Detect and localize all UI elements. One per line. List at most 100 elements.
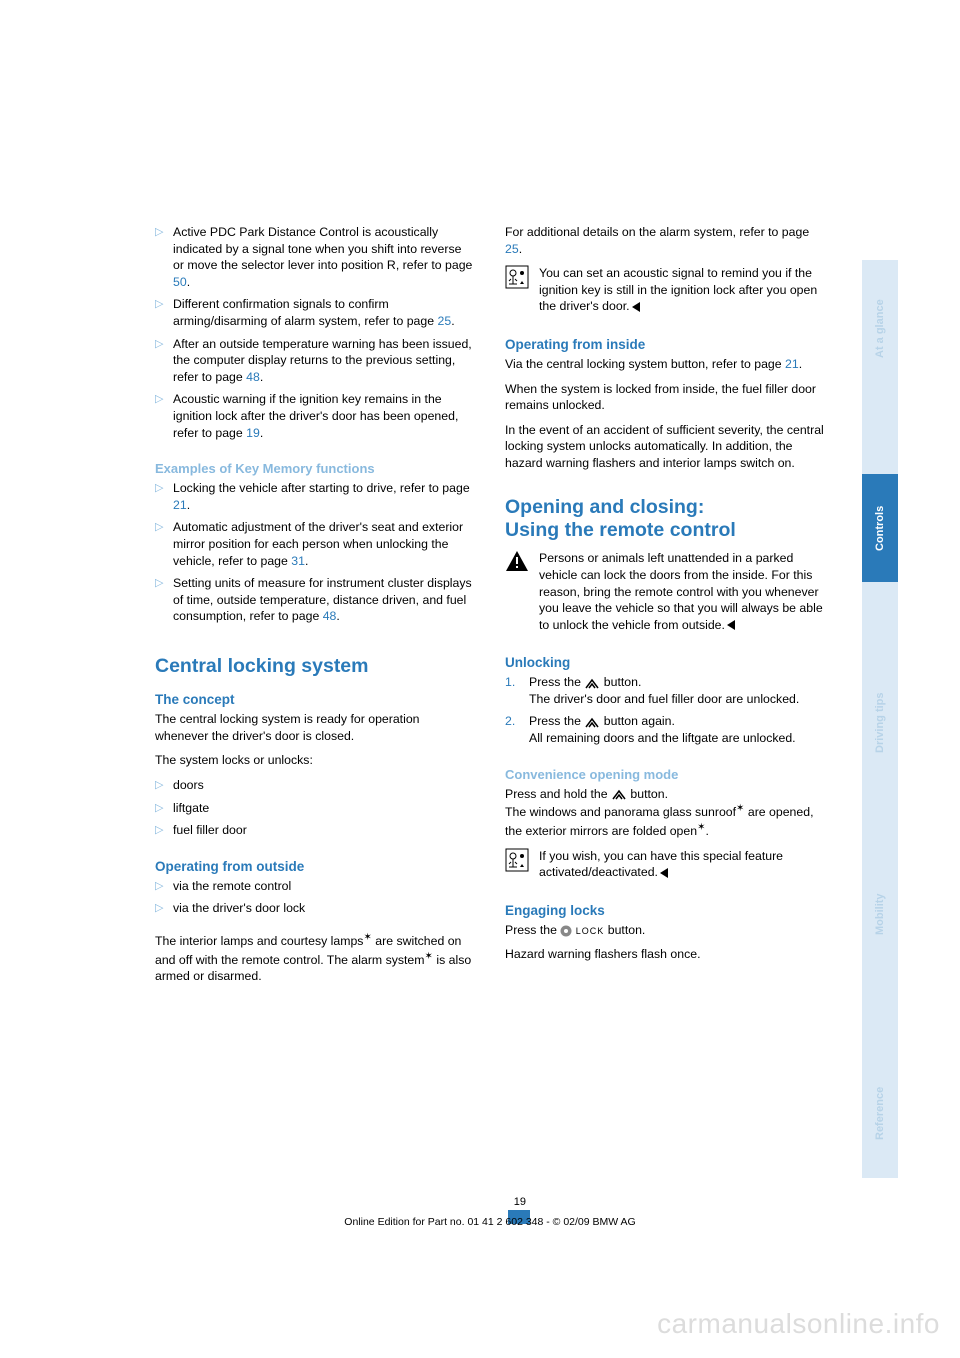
conv-p2: The windows and panorama glass sunroof✶ … [505, 802, 825, 839]
unlock-steps: 1. Press the button. The driver's door a… [505, 674, 825, 746]
inside-p1: Via the central locking system button, r… [505, 356, 825, 373]
list-item: ▷ Acoustic warning if the ignition key r… [155, 391, 475, 441]
info-block: You can set an acoustic signal to remind… [505, 265, 825, 315]
bullet-icon: ▷ [155, 391, 173, 441]
page-ref[interactable]: 21 [785, 357, 799, 371]
step-item: 2. Press the button again. All remaining… [505, 713, 825, 746]
item-text: After an outside temperature warning has… [173, 337, 472, 384]
page-ref[interactable]: 48 [246, 370, 260, 384]
car-memory-list: ▷ Active PDC Park Distance Control is ac… [155, 224, 475, 441]
inside-p3: In the event of an accident of sufficien… [505, 422, 825, 472]
page-ref[interactable]: 48 [323, 609, 337, 623]
footer-text: Online Edition for Part no. 01 41 2 602 … [155, 1216, 825, 1228]
step-number: 1. [505, 674, 529, 707]
concept-heading: The concept [155, 692, 475, 707]
list-item: ▷doors [155, 777, 475, 794]
concept-p1: The central locking system is ready for … [155, 711, 475, 744]
list-item: ▷ Different confirmation signals to conf… [155, 296, 475, 329]
outside-heading: Operating from outside [155, 859, 475, 874]
side-tab[interactable] [862, 780, 898, 864]
concept-p2: The system locks or unlocks: [155, 752, 475, 769]
side-tab[interactable] [862, 582, 898, 666]
opening-heading-l2: Using the remote control [505, 519, 825, 542]
list-item: ▷ Locking the vehicle after starting to … [155, 480, 475, 513]
side-tab[interactable]: Controls [862, 474, 898, 582]
star-icon: ✶ [425, 951, 433, 962]
page-ref[interactable]: 25 [505, 242, 519, 256]
bullet-icon: ▷ [155, 224, 173, 290]
side-tab[interactable]: Driving tips [862, 666, 898, 780]
side-tab[interactable] [862, 964, 898, 1048]
page-number: 19 [514, 1196, 530, 1208]
bullet-icon: ▷ [155, 480, 173, 513]
list-item: ▷liftgate [155, 800, 475, 817]
list-item: ▷ Setting units of measure for instrumen… [155, 575, 475, 625]
end-mark-icon [632, 302, 640, 312]
bullet-icon: ▷ [155, 822, 173, 839]
list-item: ▷ After an outside temperature warning h… [155, 336, 475, 386]
page-ref[interactable]: 25 [438, 314, 452, 328]
unlocking-heading: Unlocking [505, 655, 825, 670]
page-ref[interactable]: 31 [291, 554, 305, 568]
page-ref[interactable]: 50 [173, 275, 187, 289]
star-icon: ✶ [363, 932, 371, 943]
item-text: Different confirmation signals to confir… [173, 297, 438, 328]
content-area: ▷ Active PDC Park Distance Control is ac… [155, 224, 825, 985]
opening-heading-l1: Opening and closing: [505, 496, 825, 519]
bullet-icon: ▷ [155, 575, 173, 625]
side-tab[interactable]: Mobility [862, 864, 898, 964]
warning-icon [505, 550, 529, 572]
engage-p1: Press the LOCK button. [505, 922, 825, 939]
side-tab[interactable]: Reference [862, 1048, 898, 1178]
list-item: ▷via the remote control [155, 878, 475, 895]
bullet-icon: ▷ [155, 878, 173, 895]
engage-heading: Engaging locks [505, 903, 825, 918]
bullet-icon: ▷ [155, 296, 173, 329]
list-item: ▷ Automatic adjustment of the driver's s… [155, 519, 475, 569]
addl-details: For additional details on the alarm syst… [505, 224, 825, 257]
side-tabs: At a glance Controls Driving tips Mobility R… [862, 260, 898, 1178]
bullet-icon: ▷ [155, 519, 173, 569]
end-mark-icon [727, 620, 735, 630]
outside-list: ▷via the remote control ▷via the driver'… [155, 878, 475, 917]
examples-list: ▷ Locking the vehicle after starting to … [155, 480, 475, 625]
examples-heading: Examples of Key Memory functions [155, 461, 475, 476]
list-item: ▷ Active PDC Park Distance Control is ac… [155, 224, 475, 290]
item-text: Active PDC Park Distance Control is acou… [173, 225, 472, 272]
page-ref[interactable]: 21 [173, 498, 187, 512]
key-memory-icon [505, 848, 529, 872]
conv-p1: Press and hold the button. [505, 786, 825, 803]
unlock-icon [611, 788, 627, 800]
bullet-icon: ▷ [155, 336, 173, 386]
item-text: Acoustic warning if the ignition key rem… [173, 392, 458, 439]
engage-p2: Hazard warning flashers flash once. [505, 946, 825, 963]
bullet-icon: ▷ [155, 800, 173, 817]
bullet-icon: ▷ [155, 777, 173, 794]
central-locking-heading: Central locking system [155, 655, 475, 678]
side-tab[interactable]: At a glance [862, 260, 898, 398]
warning-block: Persons or animals left unattended in a … [505, 550, 825, 633]
end-mark-icon [660, 868, 668, 878]
watermark: carmanualsonline.info [657, 1308, 940, 1340]
page-ref[interactable]: 19 [246, 426, 260, 440]
conv-info-block: If you wish, you can have this special f… [505, 848, 825, 881]
lock-circle-icon [560, 925, 572, 937]
step-number: 2. [505, 713, 529, 746]
inside-p2: When the system is locked from inside, t… [505, 381, 825, 414]
key-memory-icon [505, 265, 529, 289]
page: ▷ Active PDC Park Distance Control is ac… [0, 0, 960, 1358]
unlock-icon [584, 677, 600, 689]
unlock-icon [584, 716, 600, 728]
list-item: ▷fuel filler door [155, 822, 475, 839]
step-item: 1. Press the button. The driver's door a… [505, 674, 825, 707]
concept-list: ▷doors ▷liftgate ▷fuel filler door [155, 777, 475, 839]
list-item: ▷via the driver's door lock [155, 900, 475, 917]
outside-paragraph: The interior lamps and courtesy lamps✶ a… [155, 931, 475, 985]
bullet-icon: ▷ [155, 900, 173, 917]
side-tab[interactable] [862, 398, 898, 474]
left-column: ▷ Active PDC Park Distance Control is ac… [155, 224, 475, 985]
lock-label: LOCK [576, 926, 605, 936]
convenience-heading: Convenience opening mode [505, 767, 825, 782]
right-column: For additional details on the alarm syst… [505, 224, 825, 985]
inside-heading: Operating from inside [505, 337, 825, 352]
